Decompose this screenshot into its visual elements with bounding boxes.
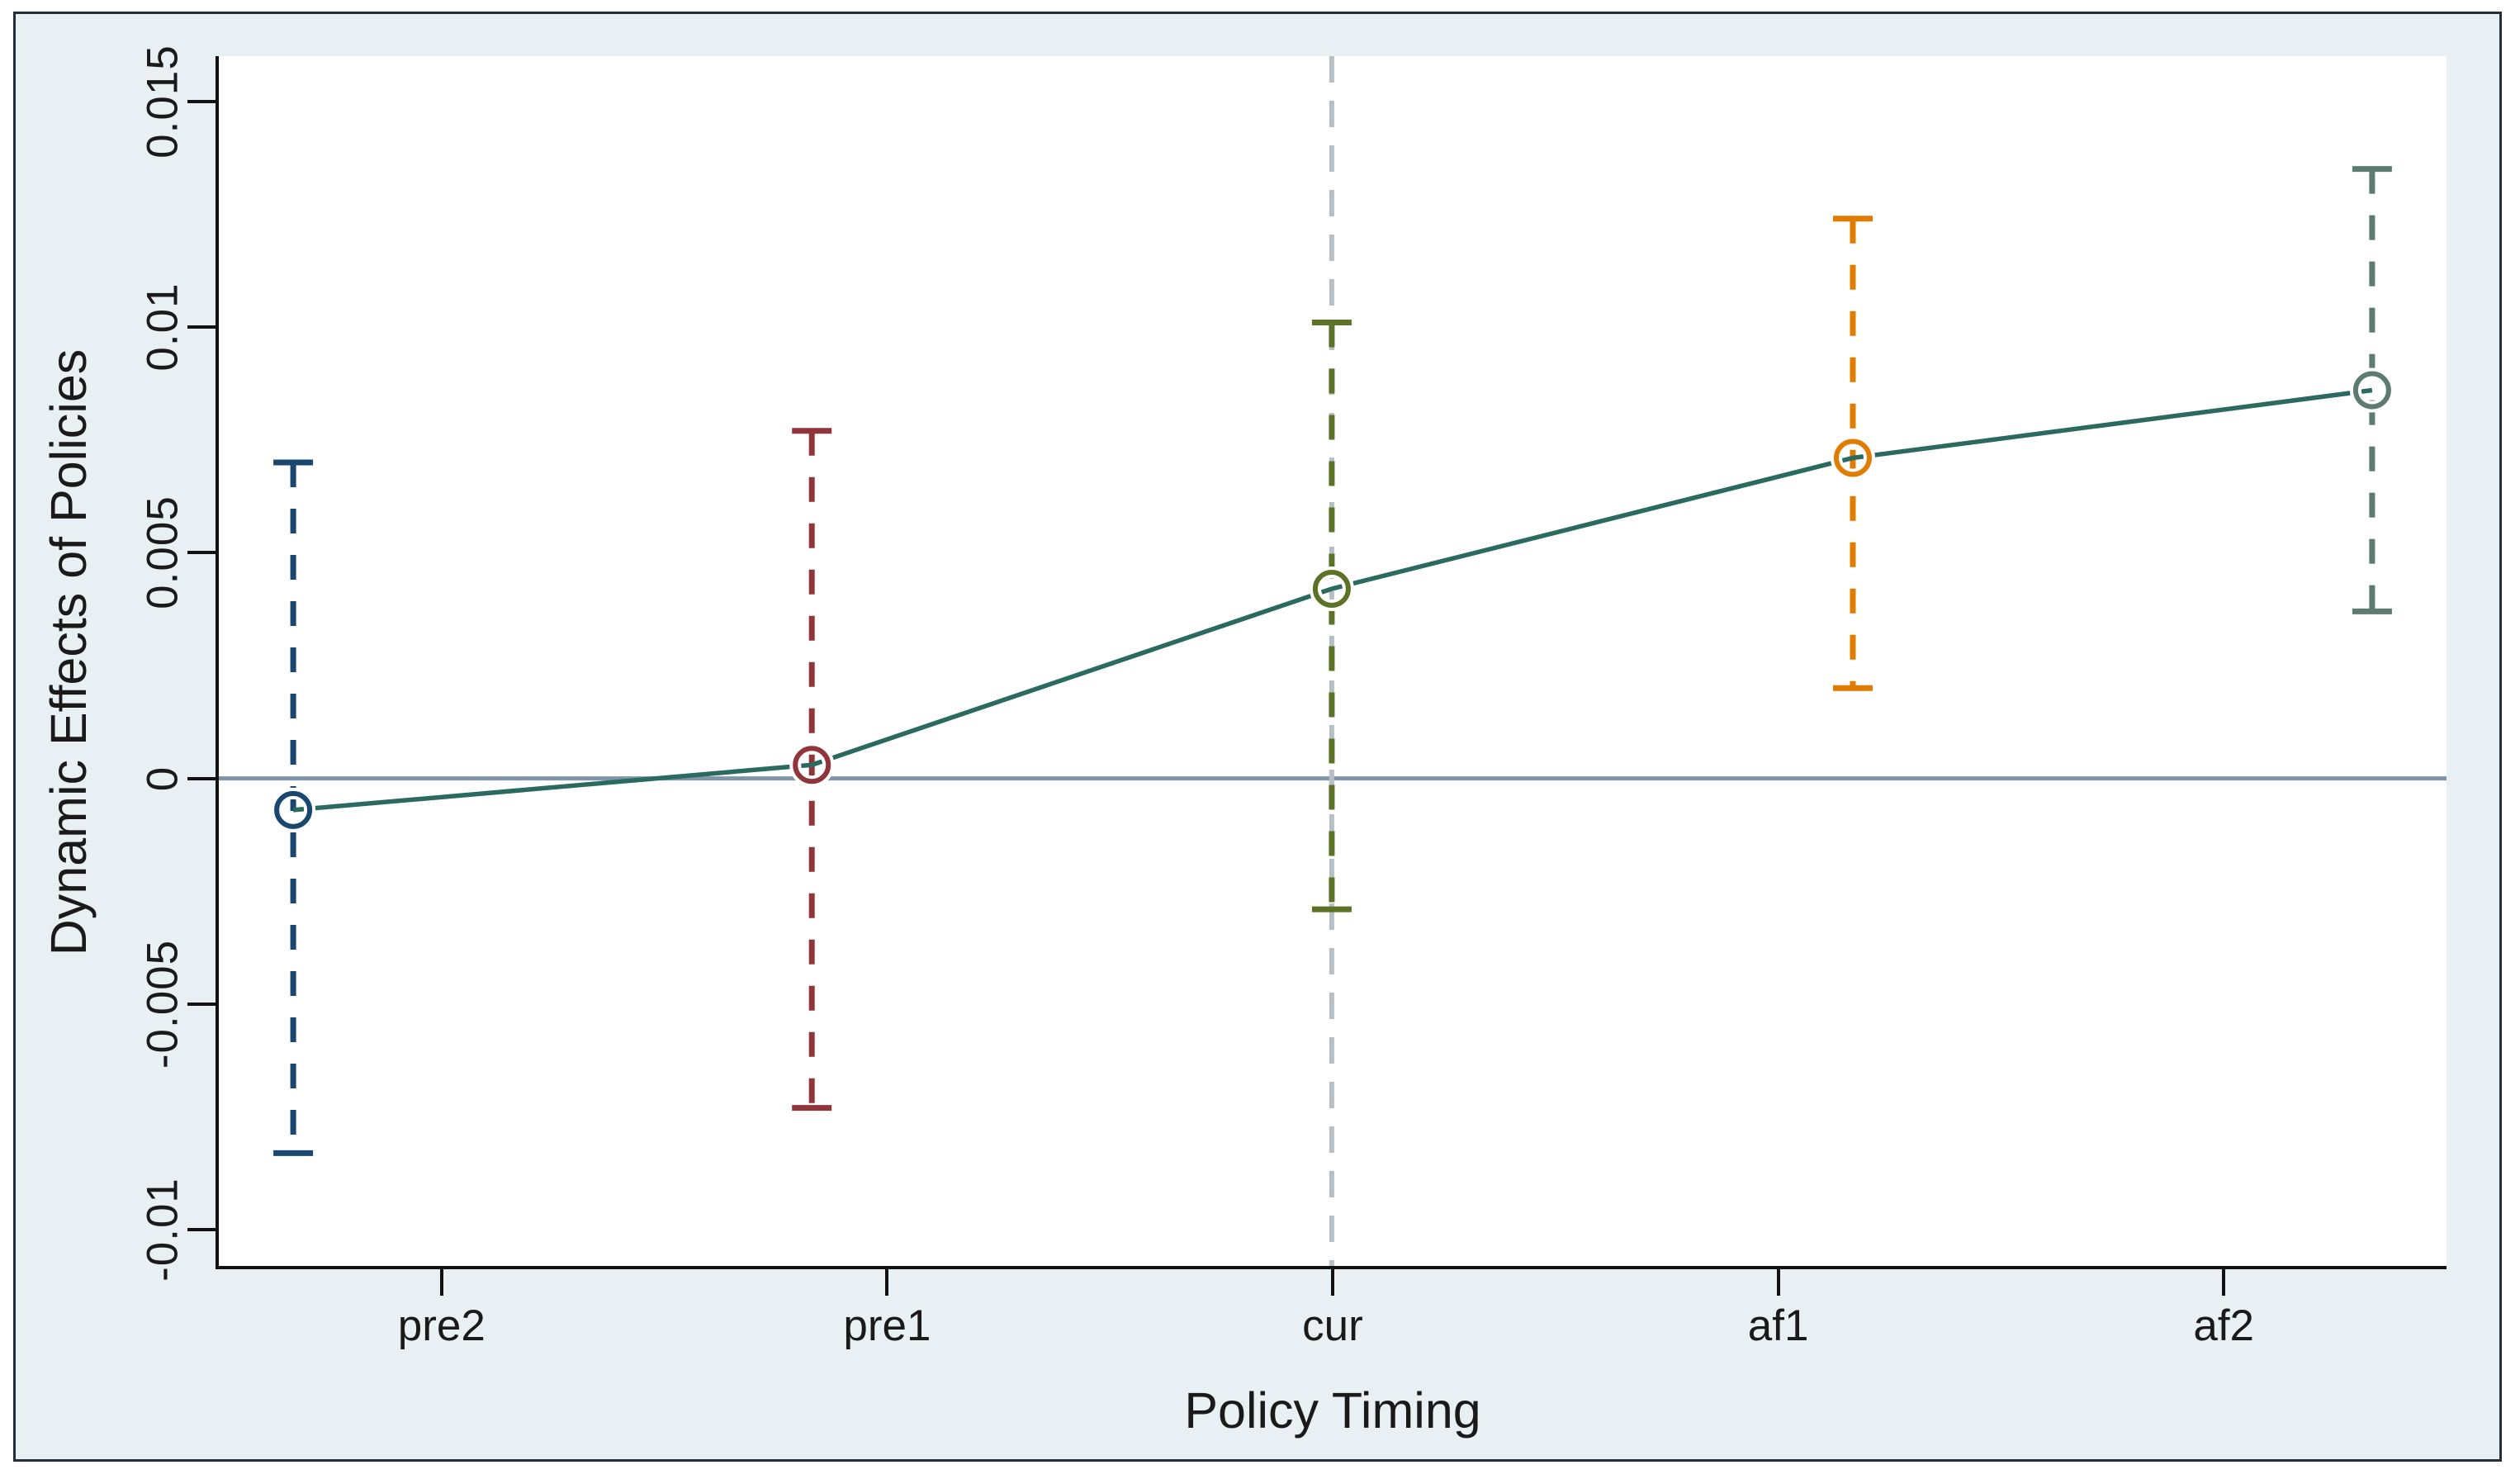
- x-tick-label-af1: af1: [1747, 1301, 1809, 1350]
- y-tick-0: [187, 776, 219, 780]
- x-tick-label-cur: cur: [1302, 1301, 1363, 1350]
- x-tick-pre1: [885, 1269, 889, 1296]
- x-tick-label-pre1: pre1: [843, 1301, 931, 1350]
- y-tick-label-0.015: 0.015: [138, 44, 187, 159]
- marker-pre1: [793, 746, 831, 785]
- y-tick-label--0.01: -0.01: [138, 1178, 187, 1282]
- y-tick-0.005: [187, 551, 219, 555]
- y-tick--0.01: [187, 1228, 219, 1232]
- x-tick-label-pre2: pre2: [397, 1301, 486, 1350]
- x-tick-af2: [2222, 1269, 2226, 1296]
- marker-cur: [1312, 570, 1351, 609]
- y-tick-0.01: [187, 325, 219, 329]
- x-tick-cur: [1331, 1269, 1334, 1296]
- y-tick-label-0: 0: [138, 766, 187, 791]
- x-tick-pre2: [439, 1269, 443, 1296]
- plot-canvas: [219, 56, 2447, 1266]
- plot-area: [216, 56, 2447, 1269]
- x-tick-af1: [1776, 1269, 1780, 1296]
- marker-af1: [1833, 438, 1872, 477]
- marker-pre2: [274, 790, 313, 829]
- y-tick-label-0.01: 0.01: [138, 282, 187, 372]
- y-tick--0.005: [187, 1002, 219, 1006]
- y-tick-0.015: [187, 99, 219, 103]
- y-tick-label--0.005: -0.005: [138, 939, 187, 1069]
- trend-line: [292, 387, 2373, 813]
- y-axis-title: Dynamic Effects of Policies: [40, 348, 97, 956]
- x-tick-label-af2: af2: [2193, 1301, 2255, 1350]
- x-axis-title: Policy Timing: [1184, 1382, 1481, 1439]
- y-tick-label-0.005: 0.005: [138, 495, 187, 610]
- marker-af2: [2352, 371, 2391, 410]
